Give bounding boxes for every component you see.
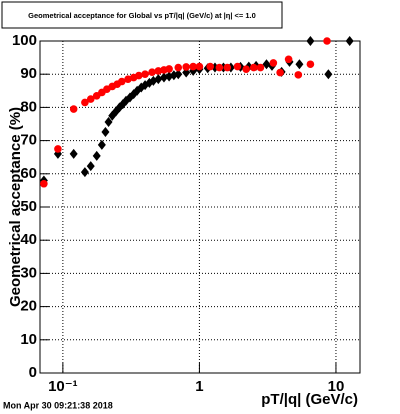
data-point <box>135 71 143 80</box>
data-point <box>69 105 78 113</box>
y-tick-label: 70 <box>20 132 37 149</box>
data-point <box>249 63 258 72</box>
data-point <box>206 62 215 71</box>
data-point <box>324 69 333 80</box>
data-point <box>117 77 126 86</box>
data-point <box>284 55 293 64</box>
chart-title: Geometrical acceptance for Global vs pT/… <box>28 11 256 20</box>
data-point <box>262 59 271 70</box>
y-tick-label: 40 <box>20 231 37 248</box>
data-point <box>141 70 149 78</box>
data-point <box>294 71 303 79</box>
x-tick-label: 10⁻¹ <box>48 378 78 395</box>
data-point <box>182 63 190 71</box>
x-axis-label: pT/|q| (GeV/c) <box>261 391 358 408</box>
data-point <box>233 62 242 71</box>
data-point <box>86 95 95 103</box>
data-point <box>97 139 106 150</box>
y-tick-label: 30 <box>20 264 37 281</box>
data-point <box>223 63 232 72</box>
data-point <box>323 37 331 45</box>
data-point <box>269 59 278 67</box>
data-point <box>54 145 62 153</box>
data-point <box>295 59 304 70</box>
data-point <box>92 150 101 161</box>
data-point <box>104 117 113 128</box>
data-point <box>174 63 183 72</box>
data-point <box>242 65 250 74</box>
data-point <box>159 72 168 83</box>
data-point <box>154 67 163 75</box>
data-point <box>81 98 89 107</box>
y-tick-label: 50 <box>20 198 37 215</box>
data-point <box>69 148 78 159</box>
x-tick-label: 1 <box>195 378 203 395</box>
y-tick-label: 100 <box>12 32 37 49</box>
data-point <box>195 62 204 71</box>
data-point <box>154 74 163 85</box>
y-axis-label: Geometrical acceptance (%) <box>7 107 24 307</box>
data-point <box>256 63 265 72</box>
y-tick-label: 20 <box>20 298 37 315</box>
data-point <box>306 36 315 46</box>
data-point <box>174 69 183 80</box>
data-point <box>189 62 197 71</box>
data-point <box>101 126 110 137</box>
data-point <box>345 36 354 46</box>
data-point <box>306 60 315 69</box>
y-tick-label: 10 <box>20 331 37 348</box>
data-point <box>80 167 89 178</box>
y-tick-label: 80 <box>20 98 37 115</box>
data-point <box>148 68 156 77</box>
data-point <box>165 65 173 73</box>
data-point <box>40 179 48 188</box>
y-tick-label: 60 <box>20 165 37 182</box>
y-tick-label: 0 <box>29 364 37 381</box>
data-point <box>215 63 224 72</box>
data-point <box>276 68 284 77</box>
x-tick-label: 10 <box>328 378 345 395</box>
y-tick-label: 90 <box>20 65 37 82</box>
data-point <box>86 161 95 172</box>
timestamp: Mon Apr 30 09:21:38 2018 <box>3 400 113 410</box>
title-box <box>1 1 283 29</box>
